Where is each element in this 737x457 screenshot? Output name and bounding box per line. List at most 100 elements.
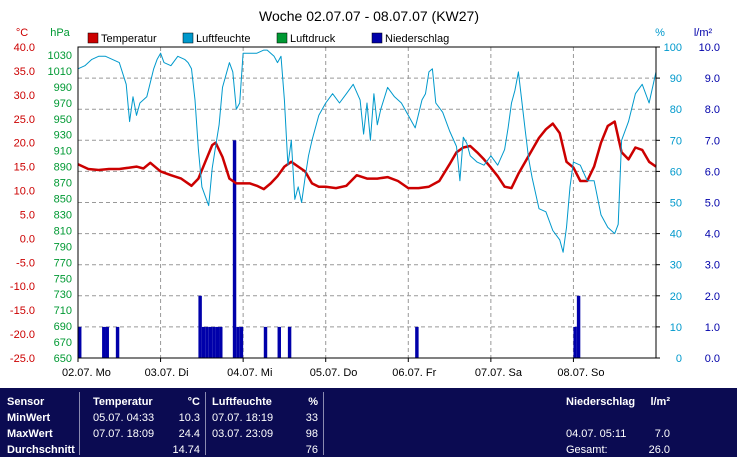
x-tick-label: 08.07. So bbox=[557, 367, 604, 379]
rain-bar bbox=[115, 326, 120, 358]
sensor-header: Sensor bbox=[7, 396, 45, 408]
pressure-tick-label: 710 bbox=[54, 305, 72, 317]
humidity-avg-value: 76 bbox=[305, 444, 318, 456]
divider bbox=[79, 392, 80, 455]
humidity-tick-label: 90 bbox=[670, 73, 682, 85]
series-line-temperatur bbox=[77, 120, 657, 191]
rain-tick-label: 2.0 bbox=[705, 291, 720, 303]
rain-bars bbox=[78, 140, 581, 358]
humidity-tick-label: 70 bbox=[670, 135, 682, 147]
humidity-unit-label: % bbox=[655, 27, 665, 39]
temp-tick-label: 35.0 bbox=[14, 66, 35, 78]
temp-tick-label: 10.0 bbox=[14, 186, 35, 198]
x-tick-label: 02.07. Mo bbox=[62, 367, 111, 379]
rain-tick-label: 9.0 bbox=[705, 73, 720, 85]
temp-tick-label: 5.0 bbox=[20, 209, 35, 221]
pressure-tick-label: 1030 bbox=[48, 50, 72, 62]
rain-bar bbox=[573, 326, 577, 358]
humidity-min-time: 07.07. 18:19 bbox=[212, 412, 274, 424]
humidity-tick-label: 10 bbox=[670, 322, 682, 334]
pressure-tick-label: 870 bbox=[54, 178, 72, 190]
x-tick-label: 03.07. Di bbox=[145, 367, 189, 379]
rain-bar bbox=[219, 326, 223, 358]
pressure-unit-label: hPa bbox=[50, 27, 70, 39]
grid bbox=[78, 47, 656, 358]
legend-swatch-luftfeuchte bbox=[182, 32, 194, 44]
rain-bar bbox=[201, 326, 206, 358]
row-label-avg: Durchschnitt bbox=[7, 444, 75, 456]
temp-unit-header: °C bbox=[187, 396, 200, 408]
temp-header: Temperatur bbox=[93, 396, 153, 408]
rain-bar bbox=[576, 295, 581, 358]
statistics-panel: Sensor Temperatur °C Luftfeuchte % Niede… bbox=[0, 388, 737, 457]
temp-tick-label: 20.0 bbox=[14, 138, 35, 150]
temp-tick-label: 40.0 bbox=[14, 42, 35, 54]
temp-tick-label: -5.0 bbox=[16, 257, 35, 269]
rain-bar bbox=[105, 326, 109, 358]
rain-bar bbox=[239, 326, 244, 358]
temp-min-value: 10.3 bbox=[178, 412, 200, 424]
rain-tick-label: 0.0 bbox=[705, 353, 720, 365]
legend-swatch-temperatur bbox=[87, 32, 99, 44]
rain-tick-label: 6.0 bbox=[705, 166, 720, 178]
humidity-tick-label: 100 bbox=[664, 42, 682, 54]
rain-tick-label: 3.0 bbox=[705, 260, 720, 272]
divider bbox=[205, 392, 206, 455]
series-line-luftfeuchte bbox=[77, 49, 657, 253]
x-axis-ticks: 02.07. Mo 03.07. Di 04.07. Mi 05.07. Do 06.0… bbox=[62, 358, 605, 379]
weather-chart: Woche 02.07.07 - 08.07.07 (KW27) °C hPa … bbox=[10, 8, 720, 379]
x-tick-label: 05.07. Do bbox=[310, 367, 358, 379]
humidity-tick-label: 50 bbox=[670, 198, 682, 210]
pressure-tick-label: 790 bbox=[54, 241, 72, 253]
rain-bar bbox=[263, 326, 268, 358]
humidity-tick-label: 30 bbox=[670, 260, 682, 272]
x-tick-label: 06.07. Fr bbox=[392, 367, 436, 379]
pressure-tick-label: 670 bbox=[54, 337, 72, 349]
pressure-tick-label: 810 bbox=[54, 225, 72, 237]
pressure-tick-label: 750 bbox=[54, 273, 72, 285]
temp-avg-value: 14.74 bbox=[172, 444, 200, 456]
temp-min-time: 05.07. 04:33 bbox=[93, 412, 155, 424]
humidity-max-value: 98 bbox=[305, 428, 318, 440]
rain-bar bbox=[236, 326, 240, 358]
rain-bar bbox=[232, 140, 237, 358]
rain-max-value: 7.0 bbox=[654, 428, 670, 440]
humidity-tick-label: 20 bbox=[670, 291, 682, 303]
row-label-min: MinWert bbox=[7, 412, 51, 424]
pressure-tick-label: 850 bbox=[54, 194, 72, 206]
rain-bar bbox=[415, 326, 419, 358]
rain-unit-label: l/m² bbox=[694, 27, 713, 39]
chart-title: Woche 02.07.07 - 08.07.07 (KW27) bbox=[259, 8, 479, 24]
rain-tick-label: 7.0 bbox=[705, 135, 720, 147]
rain-max-time: 04.07. 05:11 bbox=[566, 428, 627, 440]
pressure-tick-label: 990 bbox=[54, 82, 72, 94]
pressure-tick-label: 650 bbox=[54, 353, 72, 365]
rain-total-value: 26.0 bbox=[648, 444, 670, 456]
rain-bar bbox=[205, 326, 209, 358]
rain-tick-label: 5.0 bbox=[705, 198, 720, 210]
temp-tick-label: -20.0 bbox=[10, 329, 35, 341]
divider bbox=[323, 392, 324, 455]
humidity-unit-header: % bbox=[308, 396, 318, 408]
legend-label-luftdruck: Luftdruck bbox=[290, 33, 336, 45]
pressure-tick-label: 910 bbox=[54, 146, 72, 158]
legend-label-temperatur: Temperatur bbox=[101, 33, 157, 45]
rain-bar bbox=[78, 326, 82, 358]
pressure-tick-label: 730 bbox=[54, 289, 72, 301]
right-axis-ticks: 100908070605040302010010.09.08.07.06.05.… bbox=[656, 42, 720, 365]
rain-bar bbox=[198, 295, 202, 358]
pressure-tick-label: 1010 bbox=[48, 66, 72, 78]
left-axis-ticks: 40.0 35.0 30.0 25.0 20.0 15.0 10.0 5.0 0.0 -5.0 -1… bbox=[10, 42, 72, 365]
x-tick-label: 04.07. Mi bbox=[227, 367, 272, 379]
rain-tick-label: 8.0 bbox=[705, 104, 720, 116]
legend-label-luftfeuchte: Luftfeuchte bbox=[196, 33, 250, 45]
humidity-tick-label: 40 bbox=[670, 229, 682, 241]
temp-tick-label: 0.0 bbox=[20, 233, 35, 245]
temp-tick-label: -25.0 bbox=[10, 353, 35, 365]
rain-bar bbox=[215, 326, 220, 358]
temp-tick-label: -10.0 bbox=[10, 281, 35, 293]
rain-tick-label: 10.0 bbox=[699, 42, 720, 54]
temp-tick-label: -15.0 bbox=[10, 305, 35, 317]
humidity-min-value: 33 bbox=[305, 412, 318, 424]
temp-max-time: 07.07. 18:09 bbox=[93, 428, 155, 440]
